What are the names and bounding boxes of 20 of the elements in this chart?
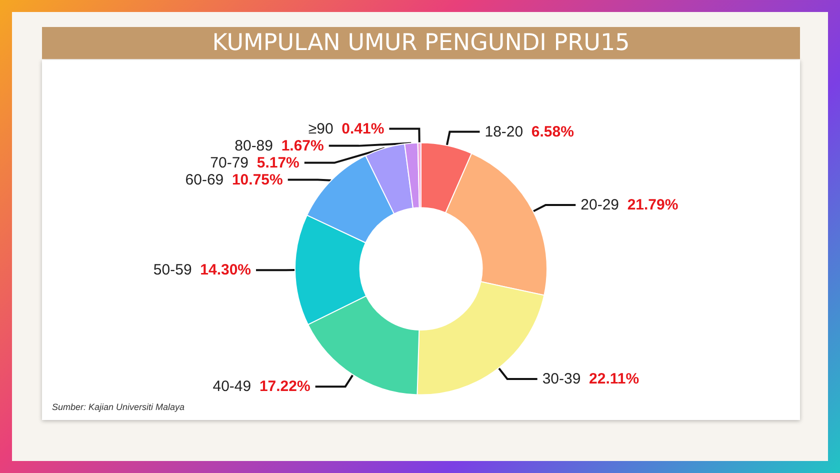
slice-label: 30-39 [542, 370, 581, 388]
data-label: 6.58% [531, 123, 574, 140]
slice-label: 50-59 [153, 262, 192, 279]
data-label: 0.41% [342, 120, 384, 138]
data-label: 1.67% [281, 137, 324, 154]
slice-label: ≥90 [308, 120, 334, 138]
slice-label: 40-49 [212, 378, 252, 396]
data-label: 5.17% [256, 154, 300, 172]
data-label: 17.22% [259, 378, 310, 396]
data-label: 14.30% [200, 262, 252, 279]
slice-label: 18-20 [484, 123, 524, 140]
slice-label: 20-29 [580, 196, 620, 214]
slice-label: 70-79 [210, 154, 249, 172]
slice-label: 60-69 [185, 171, 224, 188]
data-label: 10.75% [232, 171, 283, 188]
chart-title: KUMPULAN UMUR PENGUNDI PRU15 [42, 27, 800, 59]
data-label: 22.11% [589, 370, 640, 388]
data-label: 21.79% [627, 196, 678, 214]
text: Sumber: Kajian Universiti Malaya [52, 402, 185, 412]
slice-label: 80-89 [234, 137, 273, 154]
